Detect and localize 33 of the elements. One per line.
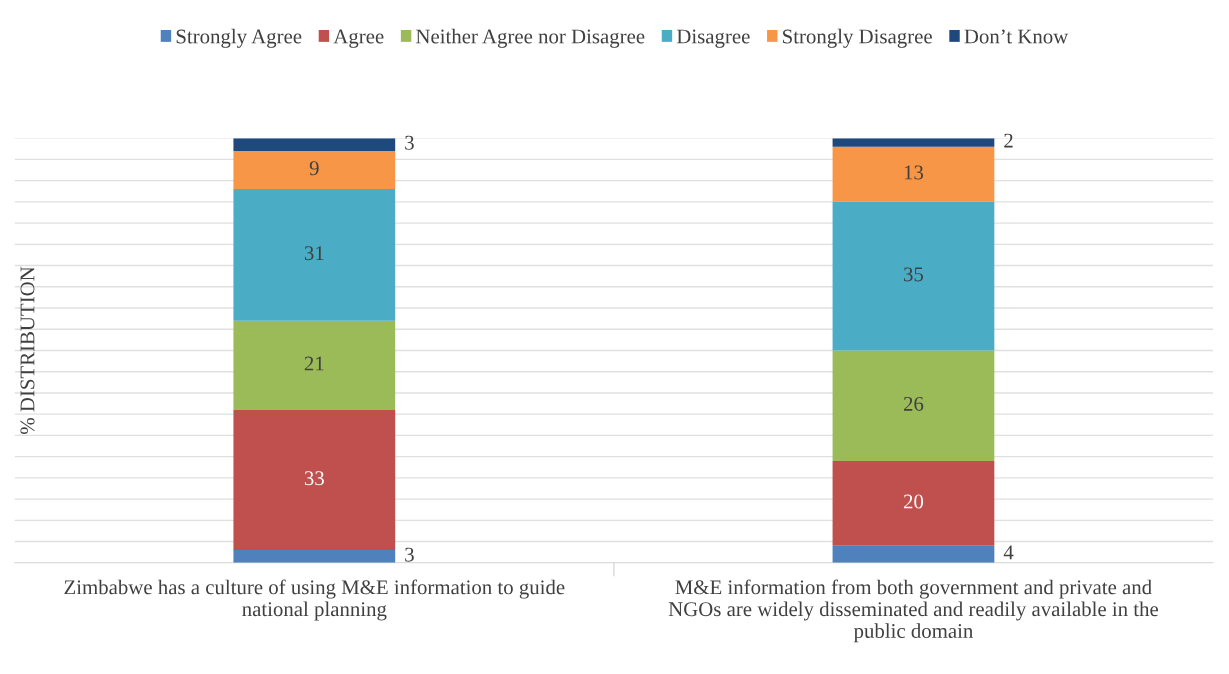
bar (832, 146, 995, 202)
legend-label: Strongly Disagree (783, 28, 932, 48)
bar (233, 409, 396, 551)
bar (233, 550, 396, 563)
legend-label: Disagree (676, 29, 750, 48)
data-label: 31 (304, 246, 324, 261)
bar (233, 138, 396, 151)
legend-label: Agree (333, 29, 384, 48)
bar (832, 138, 995, 147)
legend-label: Neither Agree nor Disagree (416, 28, 645, 48)
x-tick-label: M&E information from both government and private and NGOs are widely disseminated and readily available in the public domain (668, 579, 1159, 643)
bar (832, 460, 995, 546)
data-label: 3 (405, 135, 414, 150)
bar (233, 189, 396, 321)
bar (832, 350, 995, 461)
legend-label: Strongly Agree (176, 28, 302, 48)
data-label: 4 (1003, 545, 1014, 560)
bar (832, 201, 995, 351)
x-tick-label: Zimbabwe has a culture of using M&E information to guide national planning (64, 579, 565, 621)
bar (233, 150, 396, 190)
data-label: 2 (1004, 133, 1013, 148)
data-label: 9 (309, 161, 319, 176)
bar (233, 320, 396, 410)
data-label: 35 (904, 267, 924, 282)
data-label: 13 (904, 165, 924, 180)
y-axis-title: % DISTRIBUTION (20, 266, 35, 434)
data-label: 33 (304, 471, 324, 486)
data-label: 20 (903, 494, 924, 509)
bar (832, 545, 995, 563)
data-label: 3 (405, 547, 414, 562)
legend-label: Don’t Know (964, 29, 1069, 44)
data-label: 26 (903, 396, 924, 411)
data-label: 21 (304, 356, 324, 371)
